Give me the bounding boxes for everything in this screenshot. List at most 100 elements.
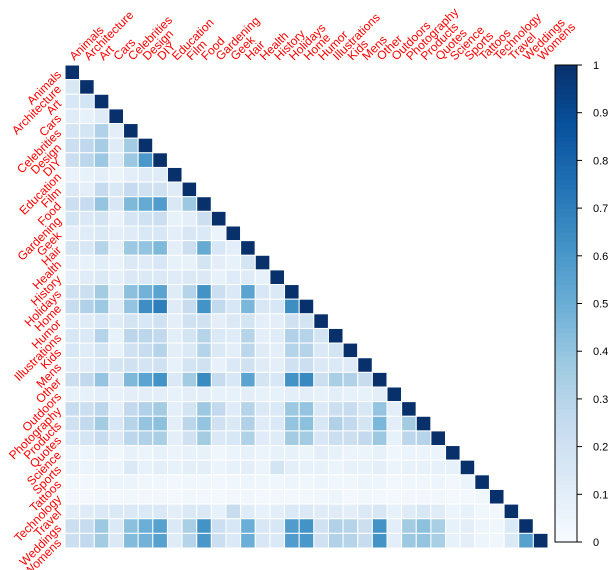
heatmap-cell bbox=[240, 254, 256, 271]
heatmap-cell bbox=[459, 371, 476, 388]
heatmap-cell bbox=[254, 415, 271, 432]
colorbar-segment bbox=[555, 127, 577, 133]
colorbar-segment bbox=[555, 456, 577, 462]
heatmap-cell bbox=[357, 123, 373, 139]
heatmap-cell bbox=[123, 137, 139, 154]
heatmap-cell bbox=[123, 313, 139, 329]
heatmap-cell bbox=[430, 152, 447, 168]
heatmap-cell bbox=[532, 64, 549, 81]
heatmap-cell bbox=[488, 371, 505, 388]
heatmap-cell bbox=[342, 137, 359, 154]
heatmap-cell bbox=[93, 357, 110, 373]
heatmap-cell bbox=[459, 254, 476, 271]
heatmap-cell bbox=[357, 166, 373, 183]
heatmap-cell bbox=[445, 64, 461, 81]
heatmap-cell bbox=[137, 342, 154, 359]
heatmap-cell bbox=[357, 108, 373, 125]
heatmap-cell bbox=[64, 166, 81, 183]
heatmap-cell bbox=[401, 210, 417, 227]
heatmap-cell bbox=[123, 430, 139, 447]
heatmap-cell bbox=[108, 386, 125, 403]
heatmap-cell bbox=[474, 401, 490, 417]
heatmap-cell bbox=[108, 518, 125, 534]
heatmap-cell bbox=[79, 152, 95, 168]
heatmap-cell bbox=[181, 152, 198, 168]
colorbar-segment bbox=[555, 437, 577, 443]
heatmap-cell bbox=[108, 342, 125, 359]
heatmap-cell bbox=[313, 401, 329, 417]
heatmap-cell bbox=[225, 210, 242, 227]
colorbar-segment bbox=[555, 417, 577, 424]
heatmap-cell bbox=[415, 327, 432, 344]
heatmap-cell bbox=[357, 532, 373, 549]
heatmap-cell bbox=[342, 474, 359, 490]
heatmap-cell bbox=[415, 445, 432, 461]
heatmap-cell bbox=[474, 210, 490, 227]
heatmap-cell bbox=[166, 269, 183, 286]
heatmap-cell bbox=[518, 327, 534, 344]
heatmap-cell bbox=[166, 488, 183, 505]
heatmap-cell bbox=[181, 357, 198, 373]
heatmap-cell bbox=[93, 254, 110, 271]
heatmap-cell bbox=[430, 386, 447, 403]
heatmap-cell bbox=[518, 152, 534, 168]
heatmap-cell bbox=[474, 181, 490, 198]
colorbar-segment bbox=[555, 413, 577, 419]
heatmap-cell bbox=[269, 357, 286, 373]
heatmap-cell bbox=[415, 137, 432, 154]
heatmap-cell bbox=[459, 430, 476, 447]
heatmap-cell bbox=[488, 474, 505, 490]
heatmap-cell bbox=[79, 445, 95, 461]
colorbar-segment bbox=[555, 379, 577, 386]
heatmap-cell bbox=[123, 357, 139, 373]
heatmap-cell bbox=[137, 401, 154, 417]
heatmap-cell bbox=[401, 108, 417, 125]
heatmap-cell bbox=[386, 327, 403, 344]
heatmap-cell bbox=[518, 93, 534, 110]
heatmap-cell bbox=[210, 532, 227, 549]
heatmap-cell bbox=[254, 225, 271, 242]
heatmap-cell bbox=[518, 532, 534, 549]
heatmap-cell bbox=[357, 401, 373, 417]
heatmap-cell bbox=[108, 284, 125, 300]
heatmap-cell bbox=[313, 298, 329, 315]
heatmap-cell bbox=[210, 342, 227, 359]
heatmap-cell bbox=[518, 386, 534, 403]
heatmap-cell bbox=[430, 166, 447, 183]
heatmap-cell bbox=[474, 386, 490, 403]
heatmap-cell bbox=[342, 488, 359, 505]
heatmap-cell bbox=[108, 327, 125, 344]
colorbar-tick-label: 1 bbox=[593, 60, 599, 72]
heatmap-cell bbox=[137, 137, 154, 154]
heatmap-cell bbox=[386, 152, 403, 168]
heatmap-cell bbox=[488, 401, 505, 417]
heatmap-cell bbox=[254, 474, 271, 490]
heatmap-cell bbox=[79, 371, 95, 388]
heatmap-cell bbox=[298, 254, 315, 271]
heatmap-cell bbox=[123, 327, 139, 344]
heatmap-cell bbox=[166, 64, 183, 81]
heatmap-cell bbox=[415, 488, 432, 505]
colorbar-tick-label: 0.5 bbox=[593, 299, 608, 311]
heatmap-cell bbox=[298, 64, 315, 81]
heatmap-cell bbox=[415, 298, 432, 315]
heatmap-cell bbox=[93, 284, 110, 300]
heatmap-cell bbox=[503, 166, 520, 183]
heatmap-cell bbox=[79, 196, 95, 212]
heatmap-cell bbox=[401, 488, 417, 505]
heatmap-cell bbox=[137, 313, 154, 329]
heatmap-cell bbox=[225, 474, 242, 490]
heatmap-cell bbox=[532, 488, 549, 505]
heatmap-cell bbox=[327, 166, 344, 183]
heatmap-cell bbox=[254, 210, 271, 227]
heatmap-cell bbox=[503, 459, 520, 476]
heatmap-cell bbox=[386, 430, 403, 447]
heatmap-cell bbox=[532, 415, 549, 432]
heatmap-cell bbox=[254, 79, 271, 95]
heatmap-cell bbox=[269, 532, 286, 549]
heatmap-cell bbox=[342, 166, 359, 183]
heatmap-cell bbox=[64, 196, 81, 212]
heatmap-cell bbox=[181, 474, 198, 490]
heatmap-cell bbox=[240, 210, 256, 227]
heatmap-cell bbox=[152, 210, 168, 227]
